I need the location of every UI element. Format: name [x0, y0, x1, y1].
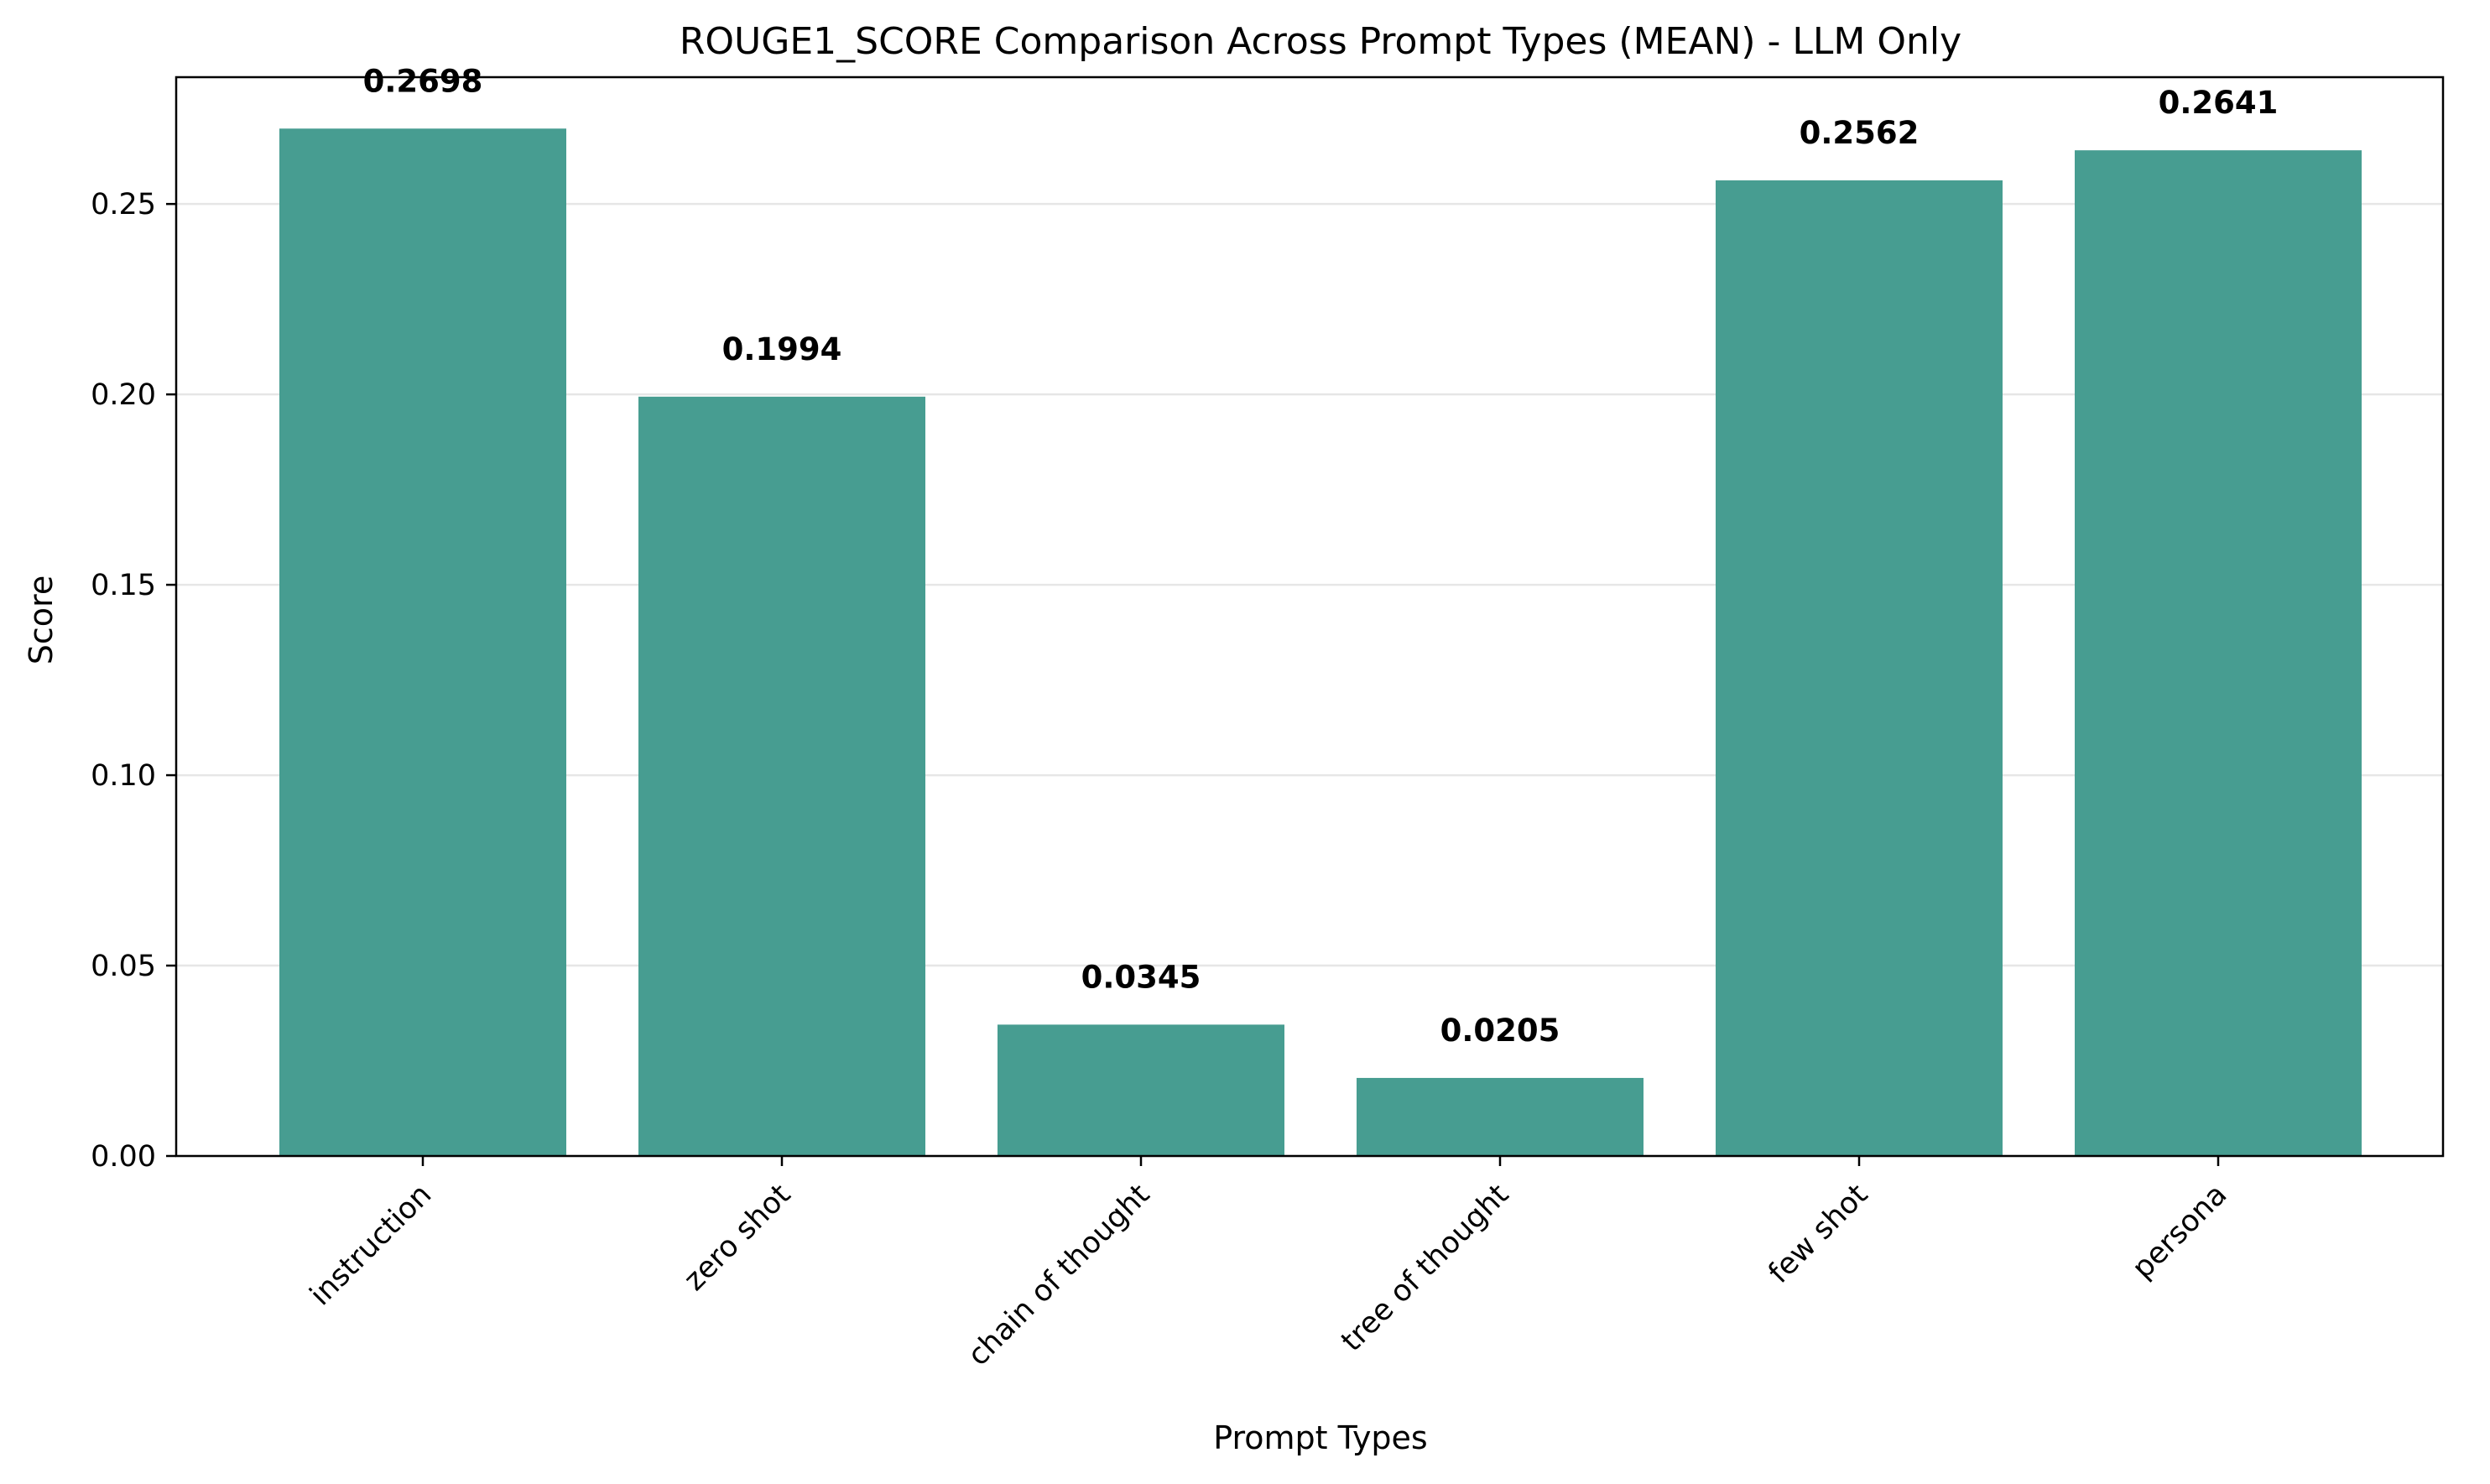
plot-frame — [175, 76, 2445, 1158]
bar-zero-shot — [638, 396, 925, 1156]
bar-value-label: 0.2641 — [2159, 85, 2279, 121]
bar-few-shot — [1716, 180, 2003, 1156]
y-tick-label: 0.10 — [91, 759, 156, 793]
y-tick-label: 0.05 — [91, 950, 156, 983]
chart-title: ROUGE1_SCORE Comparison Across Prompt Ty… — [680, 20, 1961, 63]
bar-chain-of-thought — [998, 1024, 1284, 1156]
bar-value-label: 0.2562 — [1800, 115, 1920, 151]
y-axis-title: Score — [23, 575, 60, 664]
bar-value-label: 0.0205 — [1440, 1013, 1560, 1049]
bar-value-label: 0.1994 — [722, 331, 842, 367]
bar-tree-of-thought — [1357, 1077, 1644, 1156]
bars — [279, 128, 2362, 1157]
x-axis-title: Prompt Types — [1213, 1419, 1427, 1456]
bar-persona — [2075, 150, 2362, 1157]
y-tick-label: 0.25 — [91, 188, 156, 221]
bar-value-label: 0.2698 — [363, 63, 483, 99]
bar-value-label: 0.0345 — [1081, 959, 1201, 995]
data-labels: 0.2698 0.1994 0.0345 0.0205 0.2562 0.2641 — [363, 63, 2279, 1049]
y-tick-label: 0.20 — [91, 378, 156, 412]
y-tick-label: 0.15 — [91, 569, 156, 602]
bar-instruction — [279, 128, 566, 1156]
y-tick-label: 0.00 — [91, 1140, 156, 1174]
